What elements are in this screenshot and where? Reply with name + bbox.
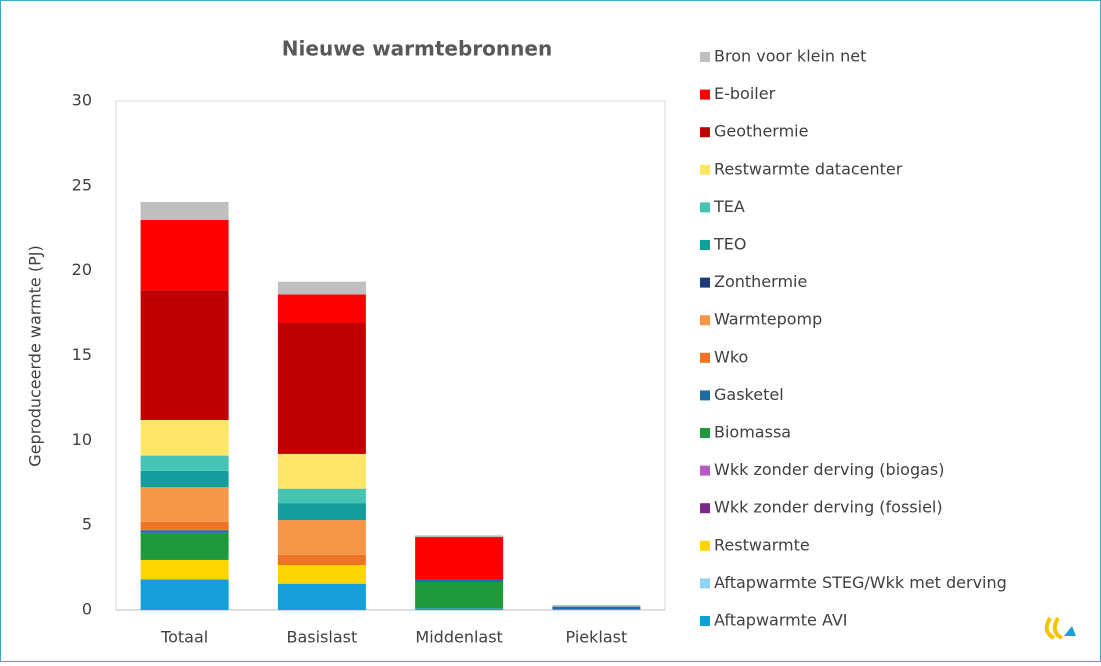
bar-segment — [552, 609, 641, 610]
legend-swatch — [700, 465, 710, 476]
legend-label: Warmtepomp — [714, 310, 822, 329]
legend-label: TEA — [713, 197, 745, 216]
bar-segment — [140, 486, 229, 522]
bar-segment — [140, 290, 229, 420]
bar-segment — [140, 470, 229, 487]
bar-segment — [277, 453, 366, 489]
legend-swatch — [700, 127, 710, 138]
bar-segment — [140, 530, 229, 533]
bar-segment — [277, 554, 366, 566]
legend-label: Geothermie — [714, 122, 808, 141]
y-tick-label: 25 — [72, 175, 92, 194]
bar-segment — [140, 201, 229, 220]
bar-segment — [415, 582, 504, 609]
chart-title: Nieuwe warmtebronnen — [282, 37, 552, 61]
legend-label: Aftapwarmte AVI — [714, 611, 848, 630]
x-tick-label: Pieklast — [566, 628, 628, 647]
legend-label: Aftapwarmte STEG/Wkk met derving — [714, 573, 1007, 592]
legend-swatch — [700, 277, 710, 288]
legend-swatch — [700, 616, 710, 626]
legend-swatch — [700, 540, 710, 551]
bar-segment — [140, 579, 229, 610]
legend-label: Wko — [714, 347, 748, 366]
y-axis-label: Geproduceerde warmte (PJ) — [26, 245, 45, 466]
y-tick-label: 20 — [72, 260, 92, 279]
legend-swatch — [700, 52, 710, 62]
legend-swatch — [700, 89, 710, 100]
bar-segment — [552, 606, 641, 610]
x-tick-label: Totaal — [160, 628, 208, 647]
legend-label: Wkk zonder derving (biogas) — [714, 460, 944, 479]
y-tick-label: 0 — [82, 600, 92, 619]
bar-segment — [552, 604, 641, 607]
bar-segment — [140, 219, 229, 291]
logo — [1044, 617, 1076, 640]
legend-label: E-boiler — [714, 84, 776, 103]
x-tick-label: Middenlast — [415, 628, 502, 647]
bar-segment — [415, 537, 504, 580]
bar-segment — [277, 503, 366, 521]
bar-segment — [415, 579, 504, 583]
bar-segment — [140, 455, 229, 471]
legend-swatch — [700, 503, 710, 514]
bar-segment — [277, 520, 366, 555]
legend-swatch — [700, 578, 710, 589]
legend-label: TEO — [713, 235, 746, 254]
bar-segment — [277, 322, 366, 454]
legend-label: Restwarmte — [714, 535, 810, 554]
bar-segment — [277, 281, 366, 295]
legend-label: Zonthermie — [714, 272, 807, 291]
bar-segment — [415, 535, 504, 538]
y-tick-label: 10 — [72, 430, 92, 449]
legend-swatch — [700, 164, 710, 175]
legend-label: Restwarmte datacenter — [714, 159, 903, 178]
y-tick-label: 15 — [72, 345, 92, 364]
y-tick-label: 30 — [72, 91, 92, 110]
y-tick-label: 5 — [82, 515, 92, 534]
x-tick-label: Basislast — [286, 628, 357, 647]
legend-label: Gasketel — [714, 385, 784, 404]
legend-label: Bron voor klein net — [714, 47, 866, 66]
legend-label: Biomassa — [714, 423, 791, 442]
bar-segment — [140, 532, 229, 560]
bar-segment — [277, 294, 366, 323]
legend-swatch — [700, 202, 710, 213]
legend-swatch — [700, 240, 710, 250]
legend-swatch — [700, 428, 710, 438]
bar-segment — [140, 419, 229, 456]
legend-swatch — [700, 390, 710, 401]
bar-segment — [277, 583, 366, 610]
bar-segment — [277, 488, 366, 504]
bar-segment — [277, 565, 366, 584]
legend-label: Wkk zonder derving (fossiel) — [714, 498, 943, 517]
bar-segment — [415, 608, 504, 610]
legend-swatch — [700, 352, 710, 363]
bar-segment — [140, 559, 229, 580]
bar-segment — [140, 521, 229, 531]
legend-swatch — [700, 315, 710, 326]
